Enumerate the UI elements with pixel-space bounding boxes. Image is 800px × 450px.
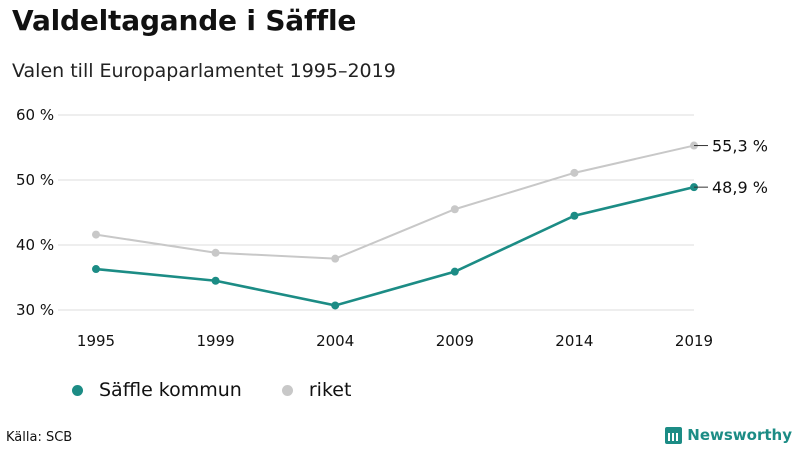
end-label-riket: 55,3 % bbox=[712, 137, 768, 156]
line-chart: 30 % 40 % 50 % 60 % 1995 1999 2004 2009 2014 201… bbox=[16, 106, 768, 350]
brand-logo[interactable]: Newsworthy bbox=[665, 426, 792, 444]
data-point-riket bbox=[92, 230, 100, 239]
legend-item-riket: riket bbox=[281, 379, 352, 401]
data-point-saffle bbox=[92, 265, 100, 274]
newsworthy-logo-icon bbox=[665, 426, 683, 444]
series-line-saffle bbox=[95, 185, 695, 307]
legend-marker-saffle bbox=[72, 384, 83, 396]
data-point-saffle bbox=[211, 276, 220, 285]
chart-title: Valdeltagande i Säffle bbox=[12, 4, 357, 37]
legend-label-riket: riket bbox=[308, 379, 352, 401]
x-tick-label: 1995 bbox=[77, 332, 115, 350]
data-point-saffle bbox=[331, 301, 340, 310]
y-tick-label: 60 % bbox=[16, 106, 54, 124]
source-note: Källa: SCB bbox=[6, 430, 73, 445]
legend-item-saffle: Säffle kommun bbox=[72, 379, 242, 401]
y-axis-ticks: 30 % 40 % 50 % 60 % bbox=[16, 106, 54, 319]
data-point-riket bbox=[331, 254, 340, 263]
x-tick-label: 2014 bbox=[555, 332, 593, 350]
legend-label-saffle: Säffle kommun bbox=[99, 379, 242, 401]
x-axis-ticks: 1995 1999 2004 2009 2014 2019 bbox=[77, 332, 713, 350]
x-tick-label: 2019 bbox=[675, 332, 713, 350]
data-point-riket bbox=[570, 168, 579, 177]
data-point-riket bbox=[450, 205, 459, 214]
data-point-saffle bbox=[450, 267, 459, 276]
brand-name: Newsworthy bbox=[687, 426, 792, 444]
x-tick-label: 2004 bbox=[316, 332, 354, 350]
data-point-riket bbox=[211, 248, 220, 257]
grid-layer bbox=[58, 114, 694, 311]
legend: Säffle kommun riket bbox=[72, 379, 391, 401]
data-point-saffle bbox=[570, 211, 579, 220]
chart-subtitle: Valen till Europaparlamentet 1995–2019 bbox=[12, 60, 396, 82]
series-line-riket bbox=[95, 144, 695, 260]
y-tick-label: 50 % bbox=[16, 171, 54, 189]
x-tick-label: 1999 bbox=[197, 332, 235, 350]
end-label-saffle: 48,9 % bbox=[712, 178, 768, 197]
x-tick-label: 2009 bbox=[436, 332, 474, 350]
y-tick-label: 40 % bbox=[16, 236, 54, 254]
y-tick-label: 30 % bbox=[16, 301, 54, 319]
series-layer: 55,3 % 48,9 % bbox=[92, 137, 768, 310]
legend-marker-riket bbox=[281, 384, 293, 396]
